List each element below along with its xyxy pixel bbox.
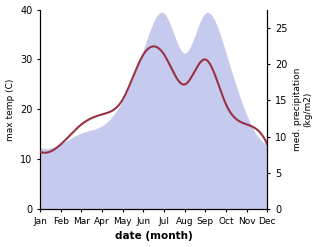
Y-axis label: max temp (C): max temp (C) (5, 78, 15, 141)
Y-axis label: med. precipitation
(kg/m2): med. precipitation (kg/m2) (293, 68, 313, 151)
X-axis label: date (month): date (month) (115, 231, 193, 242)
